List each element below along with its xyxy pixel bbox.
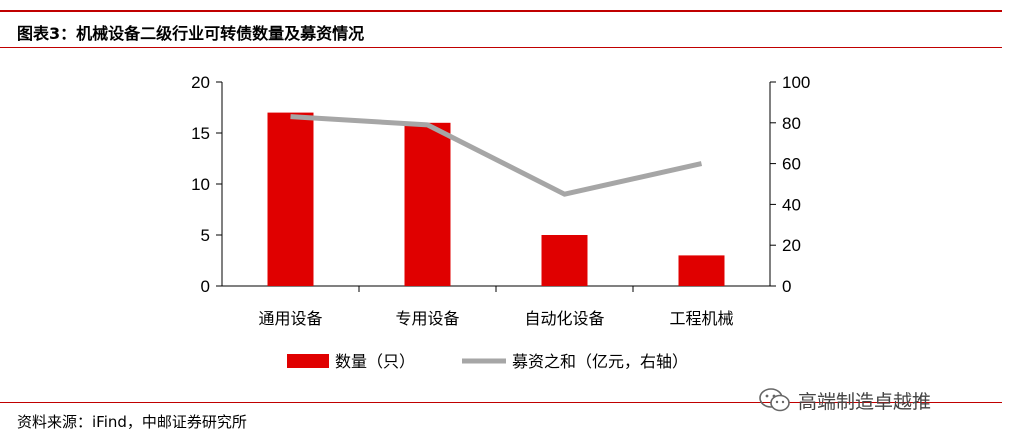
y-left-tick-label: 20 xyxy=(191,73,210,92)
category-labels: 通用设备 专用设备 自动化设备 工程机械 xyxy=(258,309,733,328)
title-bottom-rule xyxy=(0,47,1002,48)
category-label: 通用设备 xyxy=(258,309,322,328)
legend-bar-label: 数量（只） xyxy=(335,352,415,371)
title-bar: 图表3：机械设备二级行业可转债数量及募资情况 xyxy=(0,0,1009,48)
source-rule xyxy=(0,402,1002,403)
chart-title: 图表3：机械设备二级行业可转债数量及募资情况 xyxy=(17,24,365,43)
bar xyxy=(404,122,451,286)
legend: 数量（只） 募资之和（亿元，右轴） xyxy=(287,352,688,371)
legend-line-label: 募资之和（亿元，右轴） xyxy=(512,352,688,371)
line-series xyxy=(290,114,703,197)
title-top-rule xyxy=(0,10,1002,12)
y-right-tick-label: 40 xyxy=(782,195,801,214)
y-right-tick-label: 20 xyxy=(782,236,801,255)
category-label: 工程机械 xyxy=(669,309,733,328)
bar xyxy=(678,255,725,286)
category-label: 自动化设备 xyxy=(524,309,604,328)
watermark-text: 高端制造卓越推 xyxy=(798,390,932,413)
y-left-tick-label: 15 xyxy=(191,124,210,143)
watermark: 高端制造卓越推 xyxy=(758,386,931,414)
y-left-tick-label: 10 xyxy=(191,175,210,194)
axes: 0 5 10 15 20 0 20 40 60 80 100 xyxy=(191,73,810,296)
y-right-tick-label: 100 xyxy=(782,73,810,92)
y-left-tick-label: 0 xyxy=(201,277,210,296)
bar xyxy=(541,235,588,286)
bar xyxy=(267,112,314,286)
y-left-tick-label: 5 xyxy=(201,226,210,245)
legend-bar-swatch xyxy=(287,354,329,368)
bar-series xyxy=(267,112,725,286)
source-note: 资料来源：iFind，中邮证券研究所 xyxy=(17,413,247,431)
y-right-tick-label: 0 xyxy=(782,277,791,296)
wechat-icon xyxy=(759,388,790,412)
category-label: 专用设备 xyxy=(395,309,459,328)
series-line xyxy=(290,114,703,197)
chart-area: 0 5 10 15 20 0 20 40 60 80 100 通用设备 专用设备 自动化设备 工程机械 数… xyxy=(191,73,810,371)
y-right-tick-label: 60 xyxy=(782,155,801,174)
y-right-tick-label: 80 xyxy=(782,114,801,133)
